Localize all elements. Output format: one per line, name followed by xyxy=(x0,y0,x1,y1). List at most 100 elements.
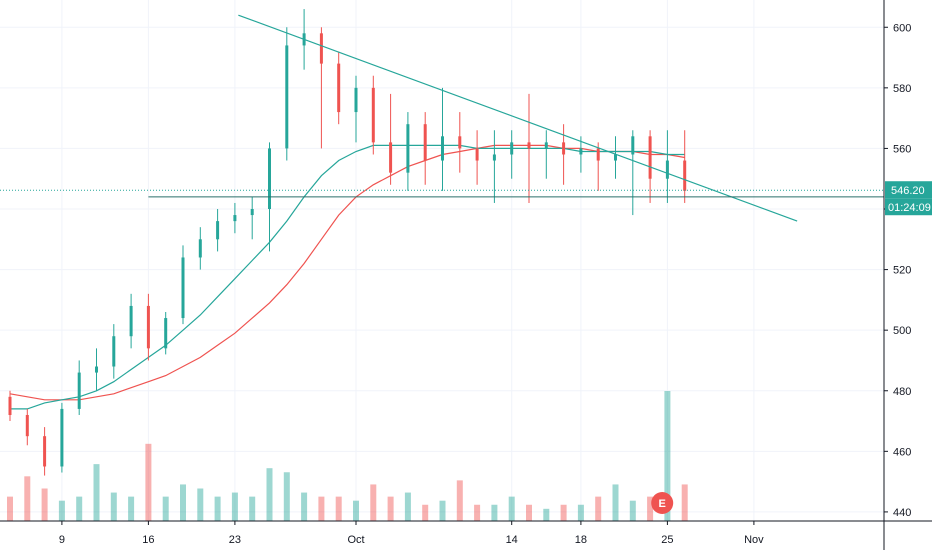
candle-body xyxy=(458,136,462,149)
candle-body xyxy=(665,160,669,179)
y-tick-label: 500 xyxy=(893,325,911,337)
volume-bar xyxy=(474,504,481,521)
y-tick-label: 460 xyxy=(893,446,911,458)
candle-body xyxy=(146,305,150,349)
candle xyxy=(614,136,617,179)
candle xyxy=(25,408,29,446)
candle-body xyxy=(268,148,271,210)
volume-bar xyxy=(681,484,688,521)
candle-body xyxy=(441,136,444,161)
candle-body xyxy=(198,239,202,258)
candle xyxy=(319,27,323,149)
volume-bar xyxy=(214,496,221,521)
candle-body xyxy=(233,215,237,222)
y-tick-label: 440 xyxy=(893,507,911,519)
x-tick-label: 14 xyxy=(506,534,518,546)
volume-bar xyxy=(526,504,532,521)
candle xyxy=(181,245,185,325)
volume-bar xyxy=(387,496,394,521)
y-tick-label: 480 xyxy=(893,386,911,398)
moving-averages xyxy=(9,144,685,410)
candle-body xyxy=(129,305,133,337)
candle xyxy=(164,311,168,355)
volume-bar xyxy=(577,504,584,521)
candle-body xyxy=(527,142,531,149)
volume-bar xyxy=(335,496,342,521)
volume-bar xyxy=(370,484,377,521)
y-tick-label: 580 xyxy=(893,83,911,95)
volume-bar xyxy=(560,504,567,521)
candle xyxy=(406,112,410,191)
volume-bar xyxy=(283,472,290,521)
volume-bar xyxy=(266,468,273,521)
candle-body xyxy=(216,221,220,240)
trendline xyxy=(238,14,798,222)
volume-bar xyxy=(93,464,100,521)
volume-bar xyxy=(145,443,152,521)
candle-body xyxy=(60,408,64,467)
x-tick-label: 18 xyxy=(575,534,587,546)
candle xyxy=(562,124,566,185)
volume-bar xyxy=(41,488,48,521)
candle-body xyxy=(8,396,12,415)
candle-body xyxy=(614,154,617,161)
candle xyxy=(112,324,116,379)
candle-body xyxy=(544,142,548,149)
candle xyxy=(544,130,548,179)
candle-body xyxy=(43,436,47,467)
volume-bar xyxy=(439,500,446,521)
volume-bar xyxy=(543,508,550,521)
volume-bar xyxy=(128,496,135,521)
volume-bar xyxy=(404,492,411,521)
candle xyxy=(146,293,150,361)
candle xyxy=(233,202,237,234)
candle-body xyxy=(319,33,323,64)
y-tick-label: 600 xyxy=(893,22,911,34)
volume-bar xyxy=(664,391,671,521)
grid xyxy=(0,0,884,521)
volume-bar xyxy=(24,476,31,521)
earnings-marker-label: E xyxy=(659,498,666,510)
volume-bar xyxy=(595,496,602,521)
candle xyxy=(631,130,635,216)
candle xyxy=(337,51,341,125)
volume-bar xyxy=(456,480,463,521)
volume-bars xyxy=(7,391,688,521)
volume-bar xyxy=(249,496,256,521)
candle xyxy=(60,402,64,473)
countdown-tag xyxy=(885,198,932,216)
candle xyxy=(510,130,514,179)
volume-bar xyxy=(612,484,619,521)
x-tick-label: 16 xyxy=(142,534,154,546)
x-tick-label: Nov xyxy=(744,534,764,546)
candle xyxy=(596,142,600,191)
candle-body xyxy=(406,124,410,173)
volume-bar xyxy=(180,484,186,521)
candle xyxy=(527,93,531,203)
candle xyxy=(371,75,375,155)
ma-fast-line xyxy=(10,144,685,410)
x-tick-label: 23 xyxy=(229,534,241,546)
candle xyxy=(475,130,479,185)
volume-bar xyxy=(58,500,65,521)
candle xyxy=(354,75,358,143)
candle-body xyxy=(25,414,29,437)
candle-body xyxy=(475,148,479,161)
volume-bar xyxy=(197,488,204,521)
volume-bar xyxy=(629,500,636,521)
candle-body xyxy=(389,142,393,173)
earnings-marker xyxy=(651,492,674,514)
candle-body xyxy=(250,209,254,216)
candle xyxy=(683,130,687,203)
volume-bar xyxy=(231,492,238,521)
candle xyxy=(129,293,133,349)
candle-body xyxy=(181,257,185,319)
volume-bar xyxy=(491,504,498,521)
volume-bar xyxy=(422,504,429,521)
last-price-label: 546.20 xyxy=(891,185,925,197)
candle-body xyxy=(631,136,635,155)
candle xyxy=(250,196,254,240)
candle-body xyxy=(112,336,116,367)
